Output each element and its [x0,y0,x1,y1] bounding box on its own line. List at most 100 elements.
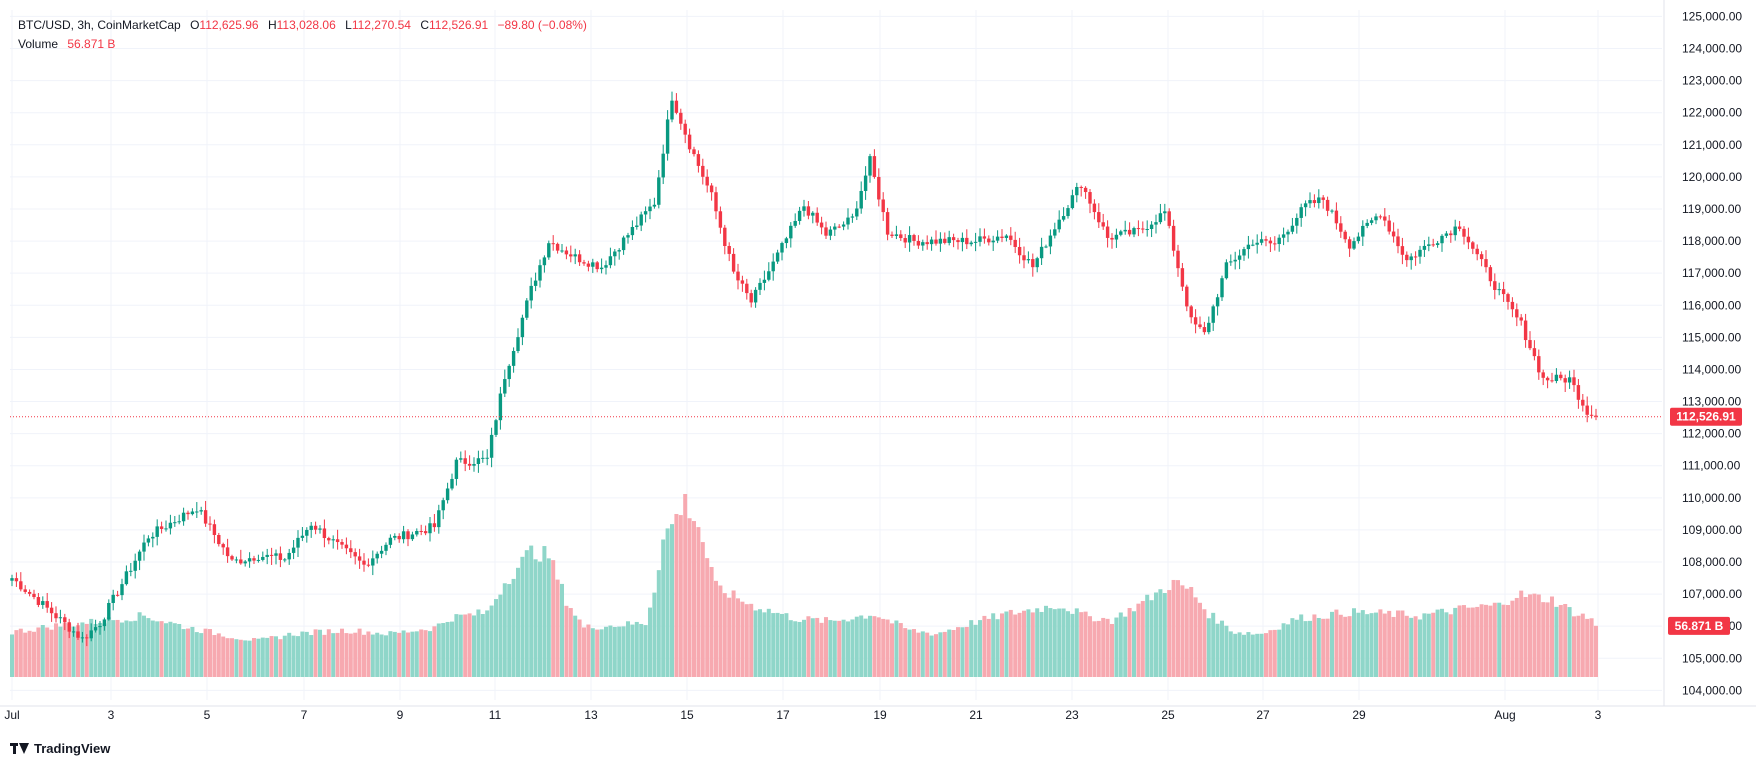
volume-bar [1118,612,1123,677]
candle-body [1409,256,1413,261]
volume-bar [885,619,890,677]
volume-bar [1400,610,1405,677]
volume-bar [472,615,476,677]
low-value: 112,270.54 [351,18,411,32]
volume-bar [626,621,630,677]
volume-bar [1224,625,1229,677]
candle-body [331,539,335,541]
symbol-title[interactable]: BTC/USD, 3h, CoinMarketCap [18,18,181,32]
volume-bar [80,622,85,677]
volume-bar [986,618,991,677]
candle-body [1273,243,1277,245]
candle-body [450,478,454,489]
price-axis[interactable]: 125,000.00 124,000.00 123,000.00 122,000.00… [1682,9,1742,697]
volume-bar [1510,600,1515,677]
volume-bar [929,635,934,677]
candle-body [283,559,287,561]
candle-body [1488,267,1493,282]
candle-body [322,528,327,539]
volume-bar [608,625,613,677]
candle-body [1330,210,1334,212]
candle-body [1114,234,1119,240]
candle-body [1365,222,1369,226]
candle-body [973,241,978,243]
volume-bar [991,613,996,677]
volume-bar [555,579,560,677]
volume-bar [744,604,749,677]
volume-bar [278,639,283,677]
volume-bar [318,629,322,677]
volume-bar [124,620,129,677]
candle-body [643,211,648,215]
volume-bar [419,629,424,677]
candle-body [1589,414,1594,416]
candle-body [45,601,49,608]
brand-label: TradingView [34,741,111,756]
candle-body [1189,306,1193,318]
volume-bar [27,630,32,677]
volume-bar [212,635,217,677]
volume-bar [428,631,432,677]
candle-body [1193,317,1198,325]
volume-bar [568,608,573,677]
volume-bar [1308,620,1312,677]
candle-body [679,112,683,124]
candle-body [375,553,379,559]
volume-bar [45,627,50,677]
volume-bar [832,620,837,677]
volume-bar [62,622,67,677]
volume-bar [260,637,265,677]
candle-body [1545,377,1550,381]
candle-body [177,521,181,523]
candle-body [978,236,982,242]
volume-bar [23,632,28,677]
candle-body [1268,240,1273,244]
candle-body [749,293,753,303]
tradingview-logo[interactable]: TradingView [10,741,110,756]
candle-body [943,238,947,243]
candle-body [1229,261,1233,263]
volume-bar [1167,590,1172,677]
volume-bar [1092,621,1097,677]
volume-bar [687,518,692,677]
volume-bar [243,640,248,677]
candle-body [1369,220,1374,223]
volume-bar [942,631,947,677]
candle-body [428,523,432,534]
candle-body [784,238,789,244]
candle-body [841,224,846,227]
volume-bar [1497,602,1502,677]
candle-body [1088,192,1092,204]
volume-bar [230,638,234,677]
volume-bar [1391,616,1396,677]
volume-bar [1338,614,1343,677]
candle-body [230,556,234,560]
candle-body [1057,219,1061,230]
volume-bar [956,627,960,677]
candle-body [934,239,938,244]
candle-body [173,522,177,524]
candle-body [1383,216,1387,221]
candle-body [995,236,1000,241]
price-tick-label: 119,000.00 [1682,202,1741,216]
volume-bar [982,615,987,677]
volume-bar [815,617,820,677]
volume-bar [1017,612,1022,677]
volume-bar [824,617,828,677]
volume-label[interactable]: Volume [18,37,59,51]
time-axis[interactable]: Jul 3 5 7 9 11 13 15 17 19 21 23 25 27 29 Aug 3 [4,708,1601,722]
volume-bar [542,546,547,677]
volume-bar [731,590,736,677]
volume-bar [1378,609,1383,677]
candle-body [371,558,375,566]
volume-bar [925,632,930,677]
candle-body [1453,226,1457,236]
candle-body [357,556,362,561]
volume-bar [648,607,652,677]
candle-body [129,570,133,572]
candle-body [454,459,459,479]
candle-body [595,262,599,270]
volume-bar [1193,597,1198,677]
candle-body [811,212,815,216]
